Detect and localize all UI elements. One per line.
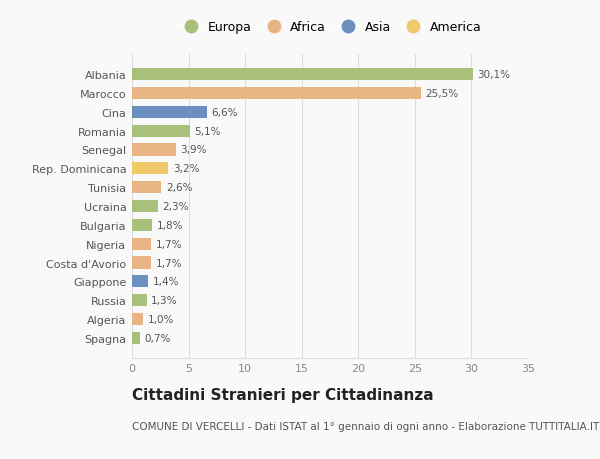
Text: 1,4%: 1,4%	[152, 277, 179, 287]
Bar	[132, 69, 473, 81]
Text: 0,7%: 0,7%	[145, 333, 171, 343]
Bar	[132, 257, 151, 269]
Bar	[132, 219, 152, 231]
Bar	[132, 106, 206, 119]
Bar	[132, 294, 147, 307]
Text: 2,6%: 2,6%	[166, 183, 193, 193]
Text: 2,3%: 2,3%	[163, 202, 189, 212]
Text: 5,1%: 5,1%	[194, 126, 221, 136]
Text: 30,1%: 30,1%	[477, 70, 510, 80]
Text: 1,8%: 1,8%	[157, 220, 184, 230]
Text: COMUNE DI VERCELLI - Dati ISTAT al 1° gennaio di ogni anno - Elaborazione TUTTIT: COMUNE DI VERCELLI - Dati ISTAT al 1° ge…	[132, 421, 599, 431]
Bar	[132, 276, 148, 288]
Text: 1,7%: 1,7%	[156, 258, 182, 268]
Text: 3,9%: 3,9%	[181, 145, 207, 155]
Bar	[132, 144, 176, 156]
Bar	[132, 182, 161, 194]
Legend: Europa, Africa, Asia, America: Europa, Africa, Asia, America	[173, 16, 487, 39]
Text: 1,7%: 1,7%	[156, 239, 182, 249]
Bar	[132, 163, 168, 175]
Text: 1,3%: 1,3%	[151, 296, 178, 306]
Text: Cittadini Stranieri per Cittadinanza: Cittadini Stranieri per Cittadinanza	[132, 387, 434, 403]
Text: 1,0%: 1,0%	[148, 314, 174, 325]
Bar	[132, 201, 158, 213]
Bar	[132, 313, 143, 325]
Bar	[132, 125, 190, 137]
Bar	[132, 238, 151, 250]
Bar	[132, 332, 140, 344]
Text: 3,2%: 3,2%	[173, 164, 199, 174]
Text: 25,5%: 25,5%	[425, 89, 458, 99]
Bar	[132, 88, 421, 100]
Text: 6,6%: 6,6%	[211, 107, 238, 118]
